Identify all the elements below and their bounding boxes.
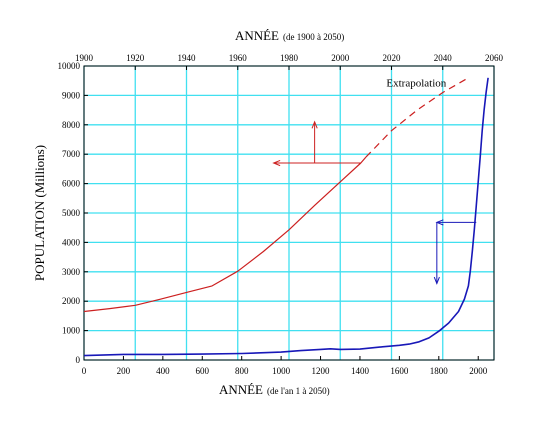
bottom-axis-tick-label: 400 [156,366,170,376]
y-axis-tick-label: 5000 [62,208,81,218]
bottom-axis-title-main: ANNÉE [219,382,263,397]
top-axis-title-main: ANNÉE [235,28,279,43]
y-axis-tick-label: 10000 [58,61,81,71]
top-axis-tick-label: 1960 [229,53,248,63]
grid [83,65,495,361]
y-axis-tick-label: 2000 [62,296,81,306]
series [83,77,489,357]
top-axis-tick-label: 1980 [280,53,299,63]
top-axis-tick-label: 2000 [331,53,350,63]
arrows [272,120,477,285]
bottom-axis-tick-label: 1000 [272,366,291,376]
top-axis-tick-label: 2020 [383,53,402,63]
top-axis-tick-label: 1940 [178,53,197,63]
bottom-axis-tick-label: 1800 [430,366,449,376]
top-axis-tick-label: 1920 [126,53,145,63]
bottom-axis-tick-label: 1400 [351,366,370,376]
top-axis-tick-label: 1900 [75,53,94,63]
series-line-red-solid [83,156,367,313]
top-axis-title-sub: (de 1900 à 2050) [283,32,344,42]
y-axis-tick-label: 9000 [62,90,81,100]
y-axis-tick-label: 3000 [62,267,81,277]
top-axis-tick-label: 2060 [485,53,504,63]
top-axis-title: ANNÉE (de 1900 à 2050) [235,28,344,43]
y-axis-tick-label: 6000 [62,179,81,189]
y-axis-tick-label: 8000 [62,120,81,130]
y-axis-tick-label: 1000 [62,326,81,336]
top-axis-tick-label: 2040 [434,53,453,63]
series-line-blue-solid [83,77,489,357]
bottom-axis-title: ANNÉE (de l'an 1 à 2050) [219,382,330,397]
y-axis-tick-label: 0 [76,355,81,365]
y-axis-tick-label: 7000 [62,149,81,159]
bottom-axis-tick-label: 2000 [469,366,488,376]
bottom-axis-tick-label: 1200 [312,366,331,376]
arrow-head [311,120,318,129]
arrow-head [433,276,440,285]
bottom-axis-title-sub: (de l'an 1 à 2050) [267,386,330,396]
series-line-red-dashed [365,77,469,158]
y-axis-tick-label: 4000 [62,237,81,247]
y-axis-title: POPULATION (Millions) [32,145,47,281]
bottom-axis-tick-label: 800 [235,366,249,376]
bottom-axis-tick-label: 600 [196,366,210,376]
bottom-axis-tick-label: 0 [82,366,87,376]
bottom-axis-tick-label: 1600 [390,366,409,376]
extrapolation-annotation: Extrapolation [386,78,446,90]
arrow-head [272,159,281,167]
bottom-axis-tick-label: 200 [117,366,131,376]
